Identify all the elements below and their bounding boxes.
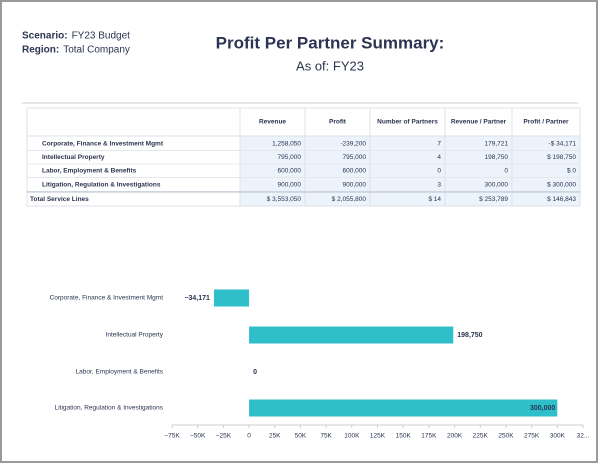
bar xyxy=(249,326,454,344)
region-label: Region: xyxy=(22,45,59,56)
value-label: 198,750 xyxy=(457,332,482,339)
x-tick-label: 300K xyxy=(550,433,566,440)
x-tick-label: 32... xyxy=(577,433,590,440)
row-cell: 900,000 xyxy=(343,182,367,189)
category-label: Labor, Employment & Benefits xyxy=(76,369,164,376)
row-cell: 4 xyxy=(437,154,441,161)
total-cell: $ 14 xyxy=(428,196,441,203)
row-cell: 600,000 xyxy=(343,168,367,175)
total-cell: $ 2,055,800 xyxy=(332,196,367,203)
row-label: Corporate, Finance & Investment Mgmt xyxy=(42,141,164,148)
column-header: Profit / Partner xyxy=(523,119,569,126)
row-label: Litigation, Regulation & Investigations xyxy=(42,182,161,189)
title: Profit Per Partner Summary: xyxy=(216,33,445,52)
category-label: Intellectual Property xyxy=(106,332,164,339)
row-cell: 795,000 xyxy=(343,154,367,161)
column-header: Revenue / Partner xyxy=(451,119,507,126)
scenario-label: Scenario: xyxy=(22,31,68,42)
bar xyxy=(249,399,558,417)
x-tick-label: 75K xyxy=(320,433,332,440)
x-tick-label: 125K xyxy=(370,433,386,440)
row-cell: 600,000 xyxy=(278,168,302,175)
x-tick-label: −75K xyxy=(164,433,180,440)
category-label: Corporate, Finance & Investment Mgmt xyxy=(50,295,164,302)
x-tick-label: 150K xyxy=(396,433,412,440)
x-tick-label: 200K xyxy=(447,433,463,440)
total-cell: $ 253,789 xyxy=(479,196,508,203)
subtitle: As of: FY23 xyxy=(296,58,364,73)
row-cell: 0 xyxy=(504,168,508,175)
column-header: Profit xyxy=(329,119,347,126)
x-tick-label: −50K xyxy=(190,433,206,440)
row-label: Intellectual Property xyxy=(42,154,105,161)
row-cell: $ 198,750 xyxy=(547,154,576,161)
x-tick-label: 50K xyxy=(295,433,307,440)
total-cell: $ 3,553,050 xyxy=(267,196,302,203)
row-cell: 0 xyxy=(437,168,441,175)
row-cell: $ 300,000 xyxy=(547,182,576,189)
x-tick-label: −25K xyxy=(216,433,232,440)
bar xyxy=(213,289,250,307)
value-label: 300,000 xyxy=(530,405,555,412)
row-cell: 1,258,050 xyxy=(272,141,301,148)
row-cell: 300,000 xyxy=(485,182,509,189)
value-label: −34,171 xyxy=(184,295,210,302)
x-tick-label: 250K xyxy=(498,433,514,440)
row-cell: 795,000 xyxy=(278,154,302,161)
row-cell: $ 0 xyxy=(567,168,576,175)
x-tick-label: 225K xyxy=(473,433,489,440)
column-header: Number of Partners xyxy=(377,119,438,126)
column-header: Revenue xyxy=(259,119,286,126)
total-cell: $ 146,843 xyxy=(547,196,576,203)
table-value-bg xyxy=(240,136,580,206)
x-tick-label: 275K xyxy=(524,433,540,440)
value-label: 0 xyxy=(253,369,257,376)
row-cell: 198,750 xyxy=(485,154,509,161)
x-tick-label: 175K xyxy=(421,433,437,440)
x-tick-label: 25K xyxy=(269,433,281,440)
row-label: Labor, Employment & Benefits xyxy=(42,168,137,175)
x-tick-label: 100K xyxy=(344,433,360,440)
row-cell: -$ 34,171 xyxy=(549,141,577,148)
row-cell: 3 xyxy=(437,182,441,189)
region: Total Company xyxy=(63,45,130,56)
row-cell: -239,200 xyxy=(340,141,366,148)
category-label: Litigation, Regulation & Investigations xyxy=(55,405,164,412)
row-cell: 179,721 xyxy=(485,141,509,148)
row-cell: 7 xyxy=(437,141,441,148)
scenario: FY23 Budget xyxy=(72,31,131,42)
total-label: Total Service Lines xyxy=(30,196,89,203)
table-border xyxy=(26,107,581,207)
x-tick-label: 0 xyxy=(247,433,251,440)
row-cell: 900,000 xyxy=(278,182,302,189)
